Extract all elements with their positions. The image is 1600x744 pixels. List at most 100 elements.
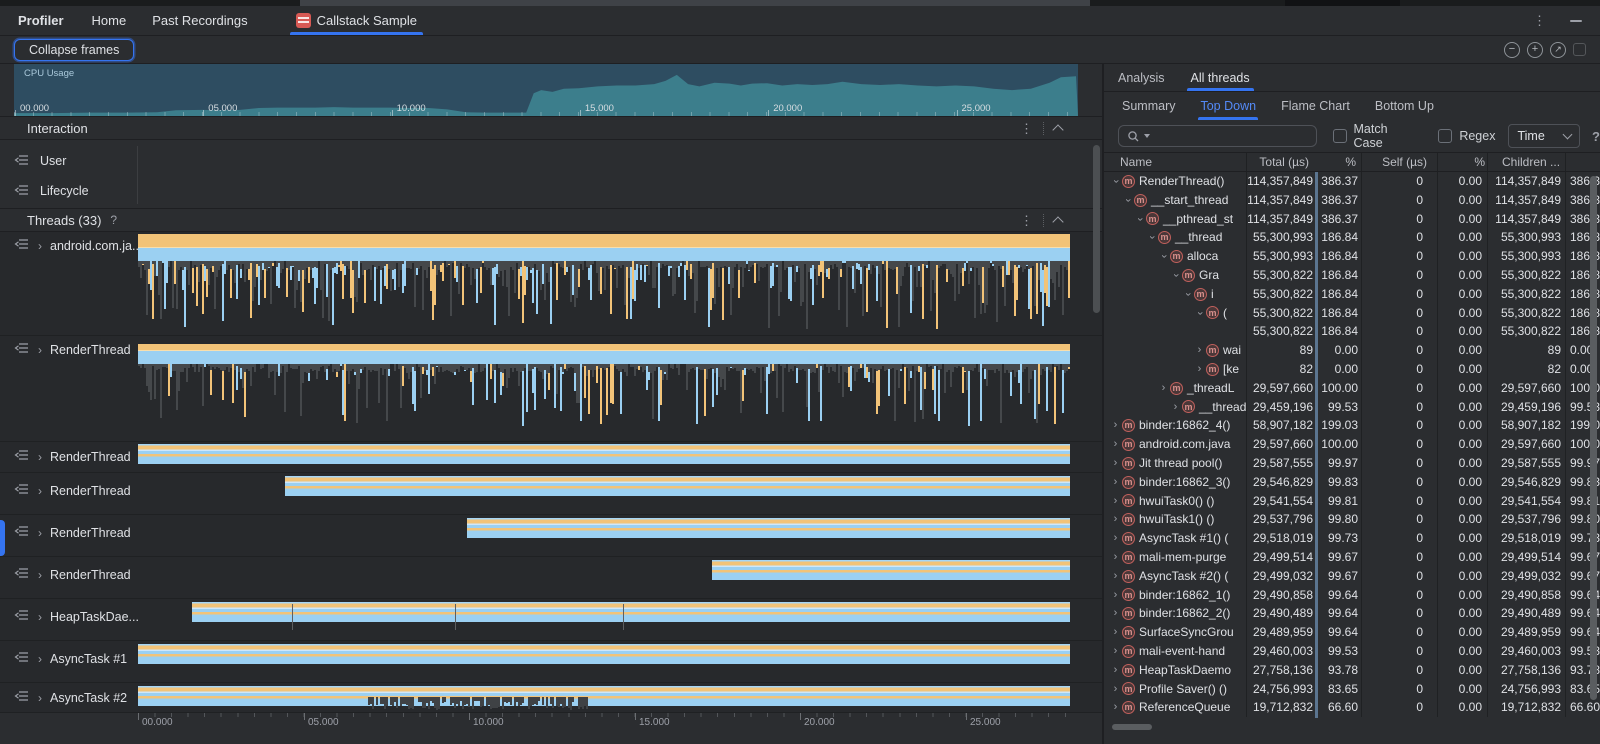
minimize-icon[interactable] — [1570, 19, 1582, 22]
tab-home[interactable]: Home — [91, 13, 127, 28]
tree-toggle-icon[interactable]: › — [1113, 438, 1118, 451]
expand-thread-icon[interactable]: › — [38, 525, 42, 540]
expand-thread-icon[interactable]: › — [38, 449, 42, 464]
tab-past-recordings[interactable]: Past Recordings — [152, 13, 248, 28]
tree-toggle-icon[interactable]: › — [1197, 344, 1202, 357]
table-row[interactable]: › m SurfaceSyncGrou 29,489,959 99.64 0 0.00 29,… — [1104, 623, 1600, 642]
cpu-chart[interactable]: CPU Usage 00.000 05.000 10.000 15.000 20.000… — [14, 64, 1078, 116]
table-row[interactable]: › m binder:16862_4() 58,907,182 199.03 0 0.00 5… — [1104, 416, 1600, 436]
tree-toggle-icon[interactable]: › — [1113, 569, 1118, 582]
thread-lane[interactable]: › RenderThread — [0, 442, 1102, 473]
tree-toggle-icon[interactable]: › — [1173, 400, 1178, 413]
tree-toggle-icon[interactable]: › — [1113, 663, 1118, 676]
expand-thread-icon[interactable]: › — [38, 483, 42, 498]
thread-lane-label[interactable]: › RenderThread — [14, 342, 131, 357]
tree-toggle-icon[interactable]: › — [1113, 475, 1118, 488]
expand-thread-icon[interactable]: › — [38, 651, 42, 666]
profiler-menu[interactable]: Profiler — [18, 13, 64, 28]
tree-toggle-icon[interactable]: › — [1113, 419, 1118, 432]
interaction-options-icon[interactable]: ⋮ — [1020, 120, 1033, 136]
column-header-name[interactable]: Name — [1104, 153, 1247, 171]
more-options-icon[interactable]: ⋮ — [1533, 13, 1546, 28]
interaction-section-header[interactable]: Interaction ⋮ — [0, 116, 1102, 140]
table-row[interactable]: › m binder:16862_3() 29,546,829 99.83 0 0.00 29… — [1104, 472, 1600, 492]
interaction-row-lifecycle[interactable]: Lifecycle — [0, 176, 1102, 206]
table-row[interactable]: › m AsyncTask #1() (29,518,019 99.73 0 0.00 29… — [1104, 529, 1600, 548]
thread-lane-label[interactable]: › HeapTaskDae... — [14, 609, 139, 624]
threads-section-header[interactable]: Threads (33) ? ⋮ — [0, 208, 1102, 232]
table-row[interactable]: › m binder:16862_2() 29,490,489 99.64 0 0.00 29… — [1104, 604, 1600, 624]
thread-lane-label[interactable]: › AsyncTask #1 — [14, 651, 127, 666]
subtab-flame-chart[interactable]: Flame Chart — [1281, 99, 1350, 113]
thread-activity-bar[interactable] — [467, 518, 1070, 538]
collapse-section-icon[interactable] — [1052, 215, 1064, 228]
expand-thread-icon[interactable]: › — [38, 342, 42, 357]
column-header-total[interactable]: Total (µs) — [1259, 155, 1309, 169]
table-row[interactable]: › m __pthread_st 114,357,849 386.37 0 0.00 114,… — [1104, 209, 1600, 229]
table-row[interactable]: › m mali-mem-purge 29,499,514 99.67 0 0.00 29,4… — [1104, 547, 1600, 567]
table-row[interactable]: › m alloca 55,300,993 186.84 0 0.00 55,300,993 1… — [1104, 247, 1600, 266]
table-row[interactable]: › m AsyncTask #2() (29,499,032 99.67 0 0.00 29… — [1104, 566, 1600, 586]
tree-toggle-icon[interactable]: › — [1197, 362, 1202, 375]
thread-lane[interactable]: › RenderThread — [0, 515, 1102, 557]
table-row[interactable]: › m wai 89 0.00 0 0.00 89 0.00 — [1104, 341, 1600, 360]
collapse-section-icon[interactable] — [1052, 123, 1064, 136]
timeline-vertical-scrollbar[interactable] — [1093, 145, 1100, 313]
tree-toggle-icon[interactable]: › — [1113, 513, 1118, 526]
tab-callstack-sample[interactable]: Callstack Sample — [286, 6, 427, 35]
search-history-caret-icon[interactable] — [1144, 134, 1150, 138]
thread-activity-bar[interactable] — [138, 644, 1070, 664]
thread-flame-track[interactable] — [138, 344, 1070, 426]
thread-lane[interactable]: › RenderThread — [0, 473, 1102, 515]
table-row[interactable]: › m __start_thread 114,357,849 386.37 0 0.00 11… — [1104, 190, 1600, 210]
thread-lane-label[interactable]: › RenderThread — [14, 525, 131, 540]
table-row[interactable]: › m __thread 55,300,993 186.84 0 0.00 55,300,99… — [1104, 228, 1600, 248]
tree-toggle-icon[interactable]: › — [1113, 701, 1118, 714]
panel-split-divider[interactable] — [1102, 64, 1104, 744]
thread-activity-bar[interactable] — [192, 602, 1070, 622]
table-row[interactable]: › m HeapTaskDaemo 27,758,136 93.78 0 0.00 27,75… — [1104, 660, 1600, 680]
zoom-to-selection-icon[interactable]: ↗ — [1550, 41, 1566, 58]
threads-help-icon[interactable]: ? — [110, 213, 118, 227]
tree-toggle-icon[interactable]: › — [1181, 292, 1194, 297]
tree-toggle-icon[interactable]: › — [1113, 456, 1118, 469]
tree-toggle-icon[interactable]: › — [1109, 179, 1122, 184]
tree-toggle-icon[interactable]: › — [1113, 626, 1118, 639]
tree-toggle-icon[interactable]: › — [1121, 198, 1134, 203]
column-header-pct2[interactable]: % — [1438, 153, 1488, 171]
tree-toggle-icon[interactable]: › — [1145, 235, 1158, 240]
table-row[interactable]: › m android.com.java 29,597,660 100.00 0 0.00 2… — [1104, 435, 1600, 454]
thread-activity-bar[interactable] — [285, 476, 1070, 496]
thread-activity-bar[interactable] — [712, 560, 1070, 580]
zoom-in-icon[interactable]: + — [1527, 41, 1543, 58]
table-row[interactable]: › m RenderThread() 114,357,849 386.37 0 0.00 11… — [1104, 172, 1600, 191]
tab-analysis[interactable]: Analysis — [1118, 70, 1165, 85]
column-header-self[interactable]: Self (µs) — [1362, 153, 1438, 171]
thread-lane[interactable]: › AsyncTask #2 — [0, 683, 1102, 713]
table-row[interactable]: › m mali-event-hand 29,460,003 99.53 0 0.00 29,… — [1104, 641, 1600, 661]
tree-toggle-icon[interactable]: › — [1113, 550, 1118, 563]
table-vertical-scrollbar[interactable] — [1590, 176, 1597, 700]
tab-all-threads[interactable]: All threads — [1186, 64, 1254, 91]
thread-lane[interactable]: › HeapTaskDae... — [0, 599, 1102, 641]
expand-thread-icon[interactable]: › — [38, 567, 42, 582]
subtab-top-down[interactable]: Top Down — [1198, 92, 1258, 120]
collapse-frames-button[interactable]: Collapse frames — [14, 38, 135, 61]
thread-flame-track[interactable] — [138, 234, 1070, 329]
table-row[interactable]: › m hwuiTask1() () 29,537,796 99.80 0 0.00 29,5… — [1104, 510, 1600, 530]
expand-thread-icon[interactable]: › — [38, 690, 42, 705]
table-row[interactable]: › m [ke 82 0.00 0 0.00 82 0.00 — [1104, 359, 1600, 379]
tree-toggle-icon[interactable]: › — [1113, 588, 1118, 601]
table-row[interactable]: › m _threadL 29,597,660 100.00 0 0.00 29,597,66… — [1104, 378, 1600, 398]
tree-toggle-icon[interactable]: › — [1113, 644, 1118, 657]
expand-thread-icon[interactable]: › — [38, 238, 42, 253]
thread-lane[interactable]: › RenderThread — [0, 557, 1102, 599]
thread-lane-label[interactable]: › RenderThread — [14, 449, 131, 464]
column-resize-highlight[interactable] — [1315, 172, 1318, 718]
table-row[interactable]: › m Profile Saver() () 24,756,993 83.65 0 0.00… — [1104, 679, 1600, 699]
column-header-children[interactable]: Children ... — [1488, 153, 1566, 171]
tree-toggle-icon[interactable]: › — [1169, 273, 1182, 278]
